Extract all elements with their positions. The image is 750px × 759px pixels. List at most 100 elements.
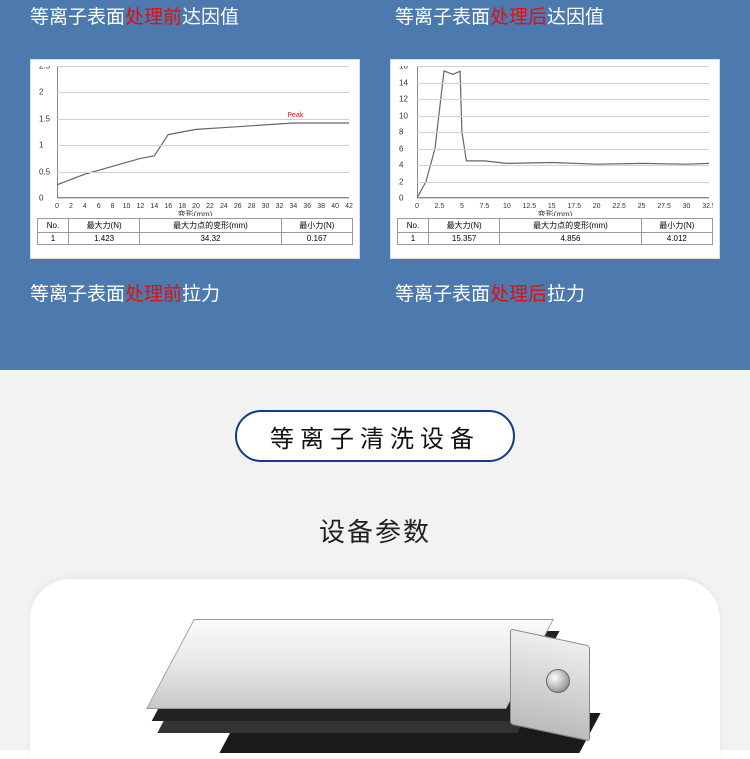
grid-line: [57, 198, 349, 199]
y-tick-label: 0.5: [39, 167, 50, 176]
table-header-cell: 最大力点的变形(mm): [140, 219, 281, 233]
x-tick-label: 20: [192, 203, 200, 210]
table-header-row: No.最大力(N)最大力点的变形(mm)最小力(N): [398, 219, 713, 233]
table-header-row: No.最大力(N)最大力点的变形(mm)最小力(N): [38, 219, 353, 233]
x-tick-label: 5: [460, 203, 464, 210]
grid-line: [57, 66, 349, 67]
caption-highlight: 处理后: [490, 284, 547, 305]
x-tick-label: 2.5: [435, 203, 445, 210]
table-row: 11.42334.320.167: [38, 233, 353, 245]
y-tick-label: 2.5: [39, 66, 50, 71]
table-header-cell: 最小力(N): [641, 219, 712, 233]
caption-row: 等离子表面处理前拉力 等离子表面处理后拉力: [30, 279, 720, 306]
table-cell: 15.357: [429, 233, 500, 245]
y-tick-label: 14: [399, 78, 408, 87]
grid-line: [417, 198, 709, 199]
device-card: [30, 579, 720, 759]
x-tick-label: 30: [683, 203, 691, 210]
grid-line: [57, 172, 349, 173]
grid-line: [417, 83, 709, 84]
y-tick-label: 6: [399, 144, 403, 153]
x-tick-label: 14: [150, 203, 158, 210]
table-cell: 1: [38, 233, 69, 245]
table-cell: 1.423: [69, 233, 140, 245]
data-table-left: No.最大力(N)最大力点的变形(mm)最小力(N) 11.42334.320.…: [37, 218, 353, 245]
x-tick-label: 15: [548, 203, 556, 210]
table-cell: 34.32: [140, 233, 281, 245]
y-tick-label: 10: [399, 111, 408, 120]
caption-after-pull: 等离子表面处理后拉力: [395, 279, 720, 306]
grid-line: [57, 119, 349, 120]
x-tick-label: 0: [55, 203, 59, 210]
y-tick-label: 1.5: [39, 114, 50, 123]
grid-line: [417, 66, 709, 67]
x-tick-label: 24: [220, 203, 228, 210]
table-header-cell: 最大力(N): [69, 219, 140, 233]
x-tick-label: 8: [111, 203, 115, 210]
params-title: 设备参数: [0, 512, 750, 549]
y-tick-label: 2: [399, 177, 403, 186]
data-table-right: No.最大力(N)最大力点的变形(mm)最小力(N) 115.3574.8564…: [397, 218, 713, 245]
x-tick-label: 0: [415, 203, 419, 210]
chart-area-left: Peak 变形(mm) 00.511.522.50246810121416182…: [37, 66, 353, 216]
x-tick-label: 22: [206, 203, 214, 210]
grid-line: [417, 149, 709, 150]
x-tick-label: 10: [503, 203, 511, 210]
x-tick-label: 22.5: [612, 203, 626, 210]
curve-left: [57, 66, 349, 198]
x-tick-label: 6: [97, 203, 101, 210]
x-tick-label: 30: [262, 203, 270, 210]
x-tick-label: 25: [638, 203, 646, 210]
pill-label: 等离子清洗设备: [270, 419, 480, 454]
top-section: 等离子表面处理前达因值 等离子表面处理后达因值 Peak 变形(mm) 00.5…: [0, 0, 750, 370]
y-tick-label: 16: [399, 66, 408, 71]
grid-line: [417, 116, 709, 117]
x-tick-label: 36: [303, 203, 311, 210]
table-header-cell: No.: [398, 219, 429, 233]
caption-prefix: 等离子表面: [30, 284, 125, 305]
x-tick-label: 28: [248, 203, 256, 210]
grid-line: [417, 165, 709, 166]
caption-prefix: 等离子表面: [395, 284, 490, 305]
top-titles-row: 等离子表面处理前达因值 等离子表面处理后达因值: [30, 0, 720, 29]
table-cell: 1: [398, 233, 429, 245]
caption-before-pull: 等离子表面处理前拉力: [30, 279, 355, 306]
grid-line: [417, 99, 709, 100]
table-row: 115.3574.8564.012: [398, 233, 713, 245]
caption-suffix: 拉力: [182, 284, 220, 305]
x-tick-label: 2: [69, 203, 73, 210]
x-tick-label: 12: [137, 203, 145, 210]
x-tick-label: 12.5: [522, 203, 536, 210]
caption-suffix: 拉力: [547, 284, 585, 305]
x-tick-label: 18: [178, 203, 186, 210]
x-tick-label: 38: [317, 203, 325, 210]
y-tick-label: 4: [399, 161, 403, 170]
x-tick-label: 32: [276, 203, 284, 210]
bottom-section: 等离子清洗设备 设备参数: [0, 370, 750, 750]
x-tick-label: 17.5: [567, 203, 581, 210]
x-tick-label: 27.5: [657, 203, 671, 210]
title-suffix: 达因值: [182, 7, 239, 28]
y-tick-label: 8: [399, 128, 403, 137]
grid-line: [57, 92, 349, 93]
device-body: [146, 619, 554, 709]
y-tick-label: 1: [39, 141, 43, 150]
chart-area-right: 变形(mm) 024681012141602.557.51012.51517.5…: [397, 66, 713, 216]
x-tick-label: 26: [234, 203, 242, 210]
table-header-cell: 最大力点的变形(mm): [500, 219, 641, 233]
x-tick-label: 40: [331, 203, 339, 210]
device-knob-icon: [546, 669, 570, 693]
grid-line: [417, 182, 709, 183]
table-header-cell: No.: [38, 219, 69, 233]
x-tick-label: 32.5: [702, 203, 713, 210]
chart-row: Peak 变形(mm) 00.511.522.50246810121416182…: [30, 59, 720, 259]
chart-after: 变形(mm) 024681012141602.557.51012.51517.5…: [390, 59, 720, 259]
x-tick-label: 16: [164, 203, 172, 210]
grid-line: [57, 145, 349, 146]
caption-highlight: 处理前: [125, 284, 182, 305]
x-tick-label: 20: [593, 203, 601, 210]
x-tick-label: 10: [123, 203, 131, 210]
x-tick-label: 4: [83, 203, 87, 210]
x-tick-label: 7.5: [480, 203, 490, 210]
equipment-pill-heading: 等离子清洗设备: [235, 410, 515, 462]
